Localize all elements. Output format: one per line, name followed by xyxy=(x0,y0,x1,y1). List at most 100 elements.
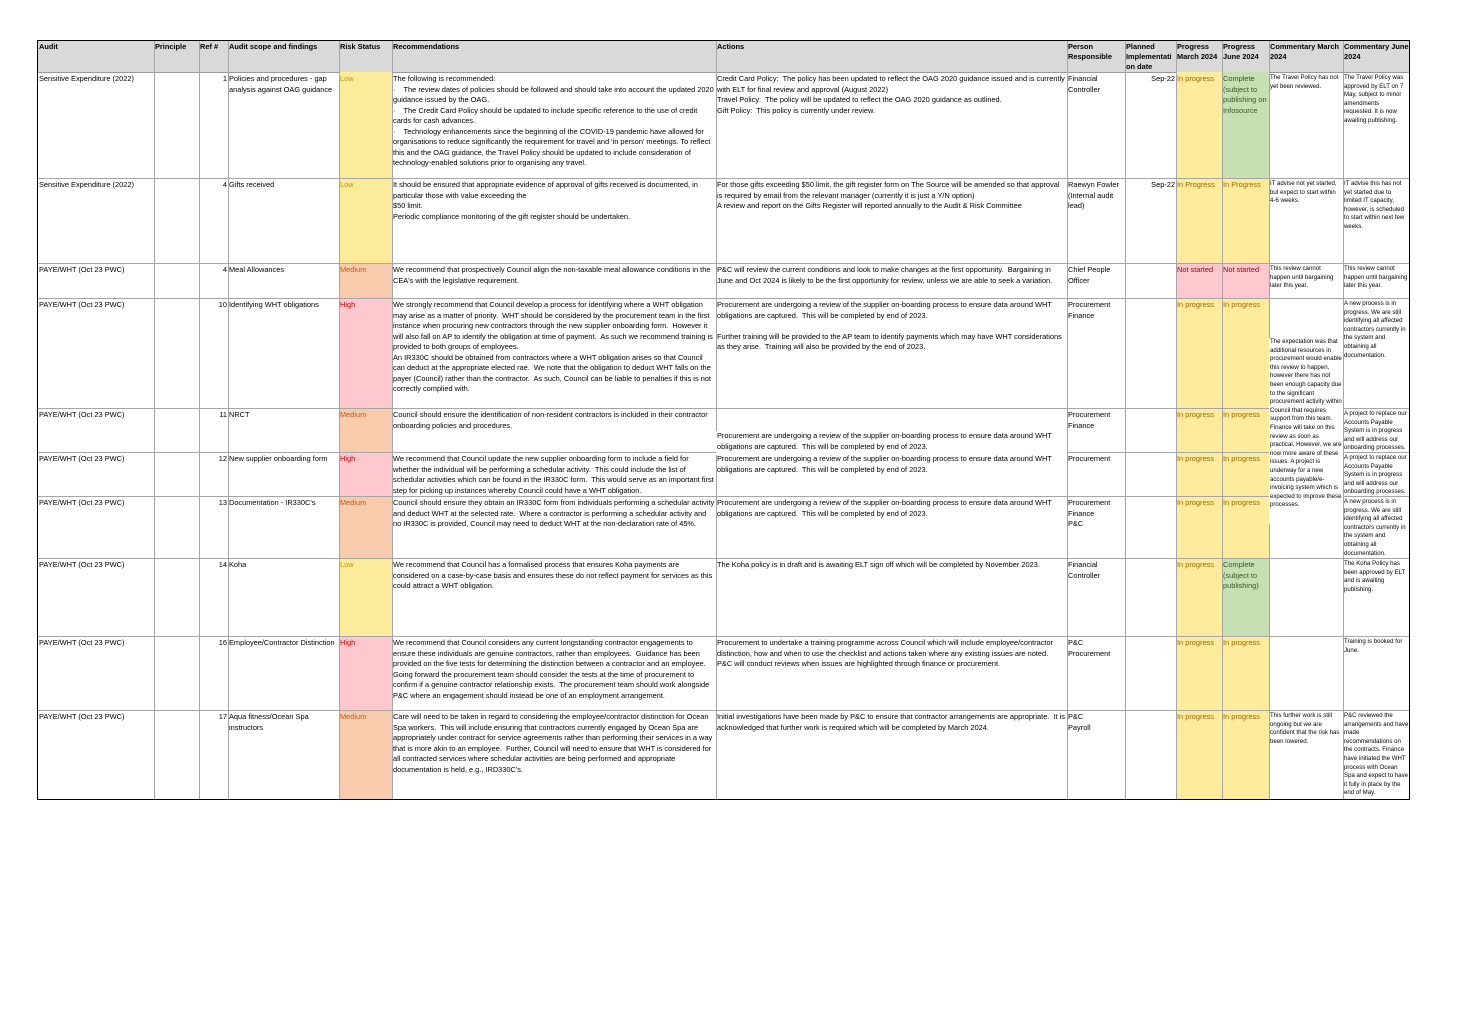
row-1-ref: 1 xyxy=(222,74,227,83)
row-1-audit: Sensitive Expenditure (2022) xyxy=(39,74,134,83)
row-divider xyxy=(38,298,1409,299)
header-row xyxy=(38,41,1409,73)
row-4-ref: 10 xyxy=(218,300,227,309)
row-2-comm-march: IT advise not yet started, but expect to… xyxy=(1270,180,1339,205)
row-8-person: Financial Controller xyxy=(1068,560,1101,580)
row-9-comm-march xyxy=(1269,638,1343,710)
row-6-scope: New supplier onboarding form xyxy=(229,454,328,463)
column-divider xyxy=(1067,41,1068,799)
row-1-comm-june: The Travel Policy was approved by ELT on… xyxy=(1344,74,1406,124)
row-9-scope: Employee/Contractor Distinction xyxy=(229,638,335,647)
prog_march-fill xyxy=(1177,263,1222,298)
row-9-planned xyxy=(1125,638,1176,710)
row-divider xyxy=(38,408,1409,409)
row-3-planned xyxy=(1125,265,1176,298)
row-9-actions: Procurement to undertake a training prog… xyxy=(717,638,1056,668)
column-divider xyxy=(1125,41,1126,799)
column-divider xyxy=(1343,41,1344,799)
row-9-audit: PAYE/WHT (Oct 23 PWC) xyxy=(39,638,125,647)
risk-fill xyxy=(340,636,392,710)
row-5-person: Procurement Finance xyxy=(1068,410,1111,430)
prog_march-fill xyxy=(1177,72,1222,178)
row-2-scope: Gifts received xyxy=(229,180,275,189)
prog_june-fill xyxy=(1223,408,1269,452)
row-divider xyxy=(38,710,1409,711)
row-4-comm-june: A new process is in progress. We are sti… xyxy=(1344,300,1408,359)
column-divider xyxy=(199,41,200,799)
row-9-recs: We recommend that Council considers any … xyxy=(393,638,712,700)
row-3-comm-march: This review cannot happen until bargaini… xyxy=(1270,265,1336,290)
row-4-audit: PAYE/WHT (Oct 23 PWC) xyxy=(39,300,125,309)
row-4-actions: Procurement are undergoing a review of t… xyxy=(717,300,1062,351)
row-6-comm-june: A project to replace our Accounts Payabl… xyxy=(1344,454,1409,496)
row-6-ref: 12 xyxy=(218,454,227,463)
column-divider xyxy=(228,41,229,799)
row-divider xyxy=(38,263,1409,264)
row-10-comm-march: This further work is still ongoing but w… xyxy=(1270,712,1342,745)
row-10-prog-march: In progress xyxy=(1177,712,1214,721)
column-divider xyxy=(1222,41,1223,799)
row-10-risk: Medium xyxy=(340,712,367,721)
risk-fill xyxy=(340,496,392,558)
row-8-actions: The Koha policy is in draft and is await… xyxy=(717,560,1040,569)
row-2-risk: Low xyxy=(340,180,354,189)
row-divider xyxy=(38,496,1409,497)
header-person-responsible: Person Responsible xyxy=(1068,42,1112,62)
row-4-person: Procurement Finance xyxy=(1068,300,1111,320)
row-7-person: Procurement Finance P&C xyxy=(1068,498,1111,528)
header-principle: Principle xyxy=(155,42,187,51)
row-1-person: Financial Controller xyxy=(1068,74,1101,94)
row-10-scope: Aqua fitness/Ocean Spa instructors xyxy=(229,712,311,732)
row-7-risk: Medium xyxy=(340,498,367,507)
row-8-audit: PAYE/WHT (Oct 23 PWC) xyxy=(39,560,125,569)
row-5-planned xyxy=(1125,410,1176,452)
row-5-recs: Council should ensure the identification… xyxy=(393,410,710,430)
prog_june-fill xyxy=(1223,263,1269,298)
row-1-prog-june: Complete (subject to publishing on Infos… xyxy=(1223,74,1269,115)
risk-fill xyxy=(340,72,392,178)
prog_march-fill xyxy=(1177,408,1222,452)
row-10-audit: PAYE/WHT (Oct 23 PWC) xyxy=(39,712,125,721)
row-5-ref: 11 xyxy=(219,410,227,419)
row-2-recs: It should be ensured that appropriate ev… xyxy=(393,180,698,221)
row-8-ref: 14 xyxy=(218,560,227,569)
header-audit: Audit xyxy=(39,42,58,51)
row-1-planned: Sep-22 xyxy=(1151,74,1175,83)
prog_march-fill xyxy=(1177,558,1222,636)
column-divider xyxy=(339,41,340,799)
row-6-recs: We recommend that Council update the new… xyxy=(393,454,716,495)
row-3-person: Chief People Officer xyxy=(1068,265,1113,285)
row-2-ref: 4 xyxy=(222,180,227,189)
prog_june-fill xyxy=(1223,452,1269,496)
header-planned-date: Planned Implementati on date xyxy=(1126,42,1174,72)
prog_june-fill xyxy=(1223,558,1269,636)
row-7-comm-june: A new process is in progress. We are sti… xyxy=(1344,498,1408,557)
prog_june-fill xyxy=(1223,710,1269,799)
row-9-prog-march: In progress xyxy=(1177,638,1214,647)
prog_march-fill xyxy=(1177,636,1222,710)
risk-fill xyxy=(340,263,392,298)
risk-fill xyxy=(340,710,392,799)
row-2-actions: For those gifts exceeding $50 limit, the… xyxy=(717,180,1060,210)
row-9-ref: 16 xyxy=(218,638,227,647)
row-divider xyxy=(38,178,1409,179)
row-4-prog-march: In progress xyxy=(1177,300,1214,309)
header-risk-status: Risk Status xyxy=(340,42,381,51)
row-4-risk: High xyxy=(340,300,356,309)
row-7-recs: Council should ensure they obtain an IR3… xyxy=(393,498,715,528)
header-progress-june: Progress June 2024 xyxy=(1223,42,1259,62)
row-4-recs: We strongly recommend that Council devel… xyxy=(393,300,713,393)
merged-actions-cell: Procurement are undergoing a review of t… xyxy=(716,431,1067,455)
row-3-comm-june: This review cannot happen until bargaini… xyxy=(1344,265,1410,290)
row-8-comm-june: The Koha Policy has been approved by ELT… xyxy=(1344,560,1407,593)
risk-fill xyxy=(340,408,392,452)
row-10-actions: Initial investigations have been made by… xyxy=(717,712,1067,732)
row-8-prog-june: Complete (subject to publishing) xyxy=(1223,560,1260,590)
row-divider xyxy=(38,558,1409,559)
row-7-planned xyxy=(1125,498,1176,558)
row-3-prog-march: Not started xyxy=(1177,265,1214,274)
row-1-comm-march: The Travel Policy has not yet been revie… xyxy=(1270,74,1341,90)
audit-actions-table: Audit Principle Ref # Audit scope and fi… xyxy=(37,40,1410,800)
row-1-risk: Low xyxy=(340,74,354,83)
row-7-prog-march: In progress xyxy=(1177,498,1214,507)
